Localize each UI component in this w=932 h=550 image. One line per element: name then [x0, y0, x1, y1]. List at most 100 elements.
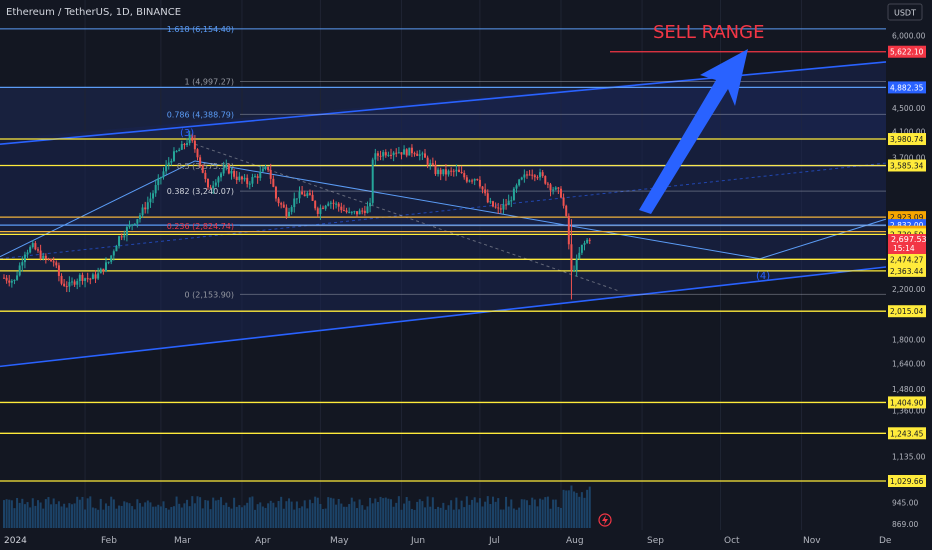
- candle-body: [254, 176, 257, 178]
- wave-line-3-4: [194, 160, 761, 260]
- volume-bar: [186, 499, 189, 528]
- volume-bar: [102, 509, 105, 528]
- volume-bar: [23, 504, 26, 528]
- current-price-tag: [888, 234, 926, 254]
- volume-bar: [196, 496, 199, 528]
- candle-body: [280, 203, 283, 205]
- candle-body: [272, 178, 275, 187]
- price-tick-label: 869.00: [892, 520, 918, 529]
- volume-bar: [165, 508, 168, 528]
- level-price-tag: [888, 81, 926, 94]
- candle-body: [523, 174, 526, 178]
- volume-bar: [476, 502, 479, 528]
- currency-badge[interactable]: [887, 3, 923, 21]
- candle-body: [157, 178, 160, 186]
- fibonacci-retracement: 1.618 (6,154.40) 1 (4,997.27) 0.786 (4,388…: [167, 25, 886, 299]
- volume-bar: [544, 497, 547, 528]
- time-scale[interactable]: 2024 Feb Mar Apr May Jun Jul Aug Sep Oct…: [0, 530, 932, 550]
- candle-body: [379, 155, 382, 157]
- volume-bar: [193, 503, 196, 528]
- candle-body: [512, 188, 515, 201]
- volume-bar: [191, 496, 194, 528]
- rising-channel: [0, 61, 887, 368]
- time-label-jun: Jun: [410, 536, 425, 546]
- volume-bar: [311, 503, 314, 528]
- volume-bar: [429, 506, 432, 528]
- level-price-tag: [888, 253, 926, 266]
- volume-bar: [259, 502, 262, 528]
- candle-body: [222, 167, 225, 174]
- volume-bar: [89, 496, 92, 528]
- volume-bar: [240, 507, 243, 528]
- candle-body: [42, 255, 45, 259]
- volume-bar: [293, 509, 296, 528]
- volume-bar: [353, 501, 356, 528]
- candle-body: [316, 208, 319, 214]
- candle-body: [410, 147, 413, 154]
- candle-body: [324, 205, 327, 209]
- candle-body: [314, 200, 317, 209]
- candle-body: [175, 151, 178, 153]
- candle-body: [57, 265, 60, 276]
- volume-bar: [162, 501, 165, 528]
- candle-body: [573, 270, 576, 272]
- candle-body: [557, 187, 560, 189]
- candle-body: [115, 245, 118, 252]
- volume-bar: [16, 498, 19, 528]
- fib-level-label: 1 (4,997.27): [185, 78, 235, 87]
- volume-bar: [455, 497, 458, 528]
- candle-body: [89, 278, 92, 280]
- candle-body: [499, 208, 502, 210]
- price-scale[interactable]: USDT 6,000.00 4,500.00 4,100.00 3,700.00 2,2…: [886, 0, 932, 550]
- candle-body: [180, 144, 183, 150]
- volume-bar: [65, 507, 68, 528]
- candle-body: [439, 169, 442, 175]
- volume-bar: [444, 509, 447, 528]
- candle-body: [152, 193, 155, 199]
- fib-level-label: 1.618 (6,154.40): [167, 25, 234, 34]
- candle-body: [167, 162, 170, 166]
- volume-bar: [94, 508, 97, 528]
- volume-bar: [322, 509, 325, 528]
- volume-bar: [115, 508, 118, 528]
- volume-bar: [416, 501, 419, 528]
- volume-bar: [306, 508, 309, 528]
- candle-body: [465, 177, 468, 182]
- volume-bar: [371, 503, 374, 528]
- volume-bar: [290, 501, 293, 528]
- lightning-icon[interactable]: [598, 513, 612, 527]
- candle-body: [322, 207, 325, 209]
- level-price-tag: [888, 396, 926, 409]
- candle-body: [356, 211, 359, 215]
- candle-body: [285, 207, 288, 217]
- candle-body: [387, 154, 390, 156]
- volume-bar: [497, 498, 500, 528]
- candle-body: [507, 200, 510, 206]
- candles: [3, 130, 591, 300]
- time-label-may: May: [330, 536, 349, 546]
- volume-bar: [403, 503, 406, 528]
- volume-bar: [463, 507, 466, 528]
- volume-bar: [515, 509, 518, 528]
- candle-body: [353, 211, 356, 213]
- candle-body: [460, 171, 463, 174]
- volume-bar: [50, 504, 53, 528]
- volume-bar: [73, 503, 76, 528]
- level-price-tag: [888, 427, 926, 440]
- candle-body: [36, 249, 39, 251]
- volume-bar: [426, 496, 429, 528]
- time-label-nov: Nov: [803, 536, 821, 546]
- candle-body: [240, 176, 243, 180]
- candle-body: [486, 193, 489, 203]
- candle-body: [567, 215, 570, 245]
- volume-bar: [280, 496, 283, 528]
- candle-body: [133, 223, 136, 225]
- candle-body: [397, 152, 400, 154]
- candle-body: [395, 152, 398, 154]
- volume-bar: [549, 508, 552, 528]
- level-price-value: 2,015.04: [890, 307, 924, 316]
- candle-body: [531, 174, 534, 176]
- volume-bar: [345, 506, 348, 528]
- volume-bar: [518, 507, 521, 528]
